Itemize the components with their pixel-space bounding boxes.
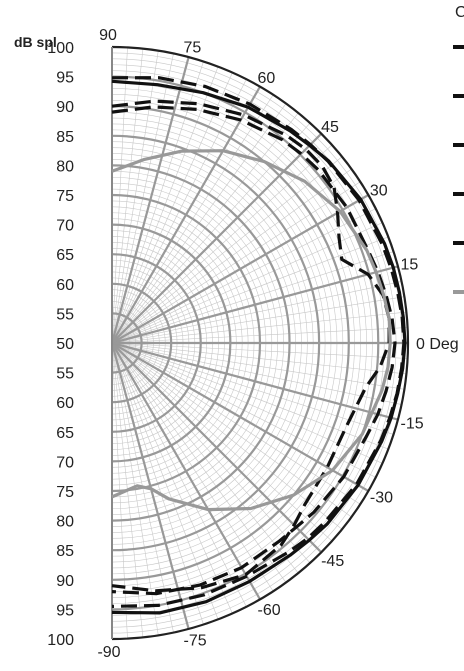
radial-tick-label: 65 — [56, 247, 74, 264]
major-spoke — [111, 86, 261, 344]
radial-tick-label: 95 — [56, 70, 74, 87]
outer-arc — [111, 45, 410, 641]
radial-tick-label: 50 — [56, 336, 74, 353]
radial-tick-label: 80 — [56, 514, 74, 531]
angle-tick-label: -15 — [401, 416, 424, 433]
axis-layer: 100 95 90 85 80 75 70 65 60 55 50 55 60 65 70 75 80 85 90 9… — [47, 27, 458, 661]
angle-tick-label: -90 — [97, 644, 120, 661]
major-spoke — [110, 56, 190, 344]
angle-tick-label: 60 — [258, 70, 276, 87]
series-5-line — [111, 149, 392, 512]
angle-tick-label: -60 — [258, 602, 281, 619]
major-spoke — [111, 132, 323, 344]
angle-tick-label: 90 — [99, 27, 117, 44]
radial-tick-label: 80 — [56, 158, 74, 175]
y-axis-label: dB spl — [14, 34, 57, 50]
radial-tick-label: 85 — [56, 543, 74, 560]
major-spoke — [111, 342, 261, 600]
radial-tick-label: 70 — [56, 454, 74, 471]
radial-tick-label: 75 — [56, 188, 74, 205]
polar-grid — [110, 45, 410, 641]
legend — [453, 45, 464, 294]
series-2-line — [111, 76, 406, 608]
radial-tick-label: 70 — [56, 218, 74, 235]
radial-tick-label: 100 — [47, 40, 74, 57]
major-spoke — [111, 342, 369, 492]
radial-tick-label: 65 — [56, 425, 74, 442]
major-spoke — [111, 194, 369, 344]
angle-tick-label: 30 — [370, 183, 388, 200]
radial-tick-label: 55 — [56, 366, 74, 383]
radial-tick-label: 90 — [56, 573, 74, 590]
radial-tick-label: 100 — [47, 632, 74, 649]
angle-tick-label: -75 — [184, 633, 207, 650]
angle-tick-label: -45 — [321, 553, 344, 570]
major-spoke — [111, 265, 399, 345]
radial-tick-label: 75 — [56, 484, 74, 501]
legend-title: C — [455, 4, 464, 21]
radial-tick-label: 95 — [56, 602, 74, 619]
angle-tick-label: -30 — [370, 490, 393, 507]
angle-tick-label: 75 — [184, 40, 202, 57]
radial-tick-label: 60 — [56, 277, 74, 294]
major-spoke — [111, 341, 399, 421]
series-layer — [111, 76, 407, 615]
major-spoke — [111, 342, 323, 554]
radial-tick-label: 55 — [56, 306, 74, 323]
angle-tick-label: 45 — [321, 119, 339, 136]
series-4-line — [111, 105, 397, 596]
major-spoke — [110, 342, 190, 630]
angle-tick-label: 15 — [401, 257, 419, 274]
radial-tick-label: 60 — [56, 395, 74, 412]
radial-tick-label: 90 — [56, 99, 74, 116]
angle-tick-label: 0 Deg — [416, 336, 459, 353]
radial-tick-label: 85 — [56, 129, 74, 146]
